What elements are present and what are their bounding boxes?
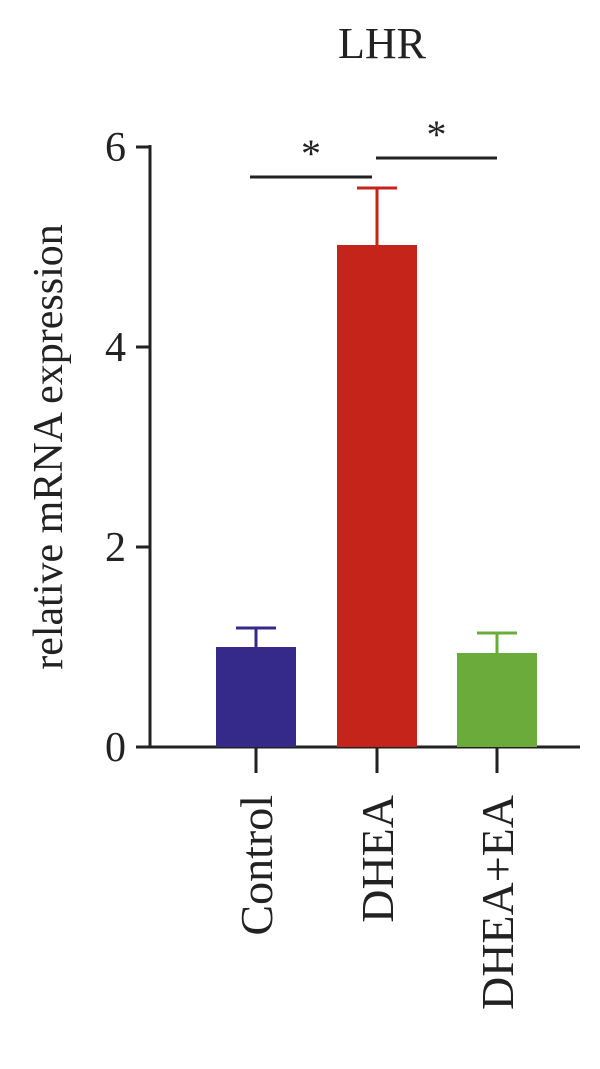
x-tick-label: DHEA [352, 795, 403, 923]
chart-title: LHR [338, 19, 427, 68]
error-bars [236, 186, 517, 653]
y-tick-label: 0 [105, 725, 126, 771]
axes: 0 2 4 6 Control DHEA DHEA+EA [105, 125, 580, 1010]
bar [337, 245, 417, 747]
y-axis-label: relative mRNA expression [26, 224, 72, 670]
bar [457, 653, 537, 747]
significance-label: * [427, 112, 447, 157]
bar [216, 647, 296, 747]
significance-label: * [301, 131, 321, 176]
significance-annotations: * * [250, 112, 497, 179]
x-tick-label: Control [231, 795, 282, 936]
y-tick-label: 2 [105, 525, 126, 571]
y-tick-label: 4 [105, 325, 126, 371]
y-tick-label: 6 [105, 125, 126, 171]
bars [216, 245, 537, 747]
x-tick-label: DHEA+EA [472, 795, 523, 1010]
